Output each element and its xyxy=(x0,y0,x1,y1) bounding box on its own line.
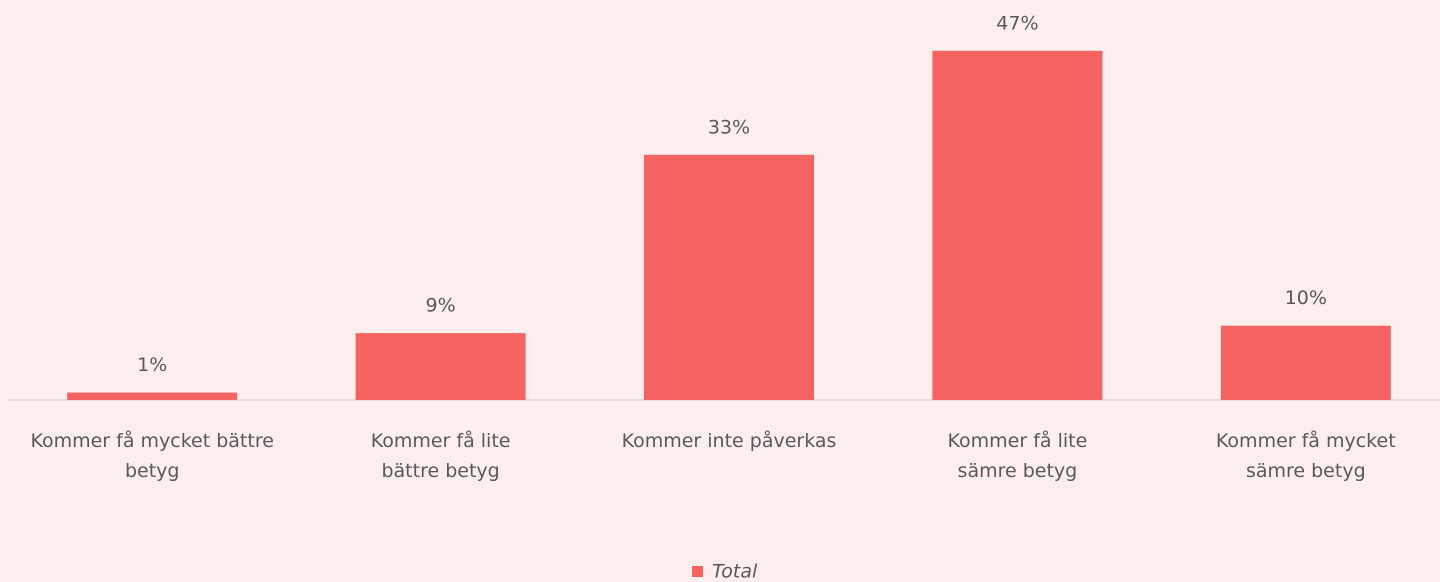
x-tick-label: Kommer få lite bättre betyg xyxy=(371,429,511,482)
label-line: betyg xyxy=(125,460,180,482)
legend-swatch xyxy=(692,566,703,577)
bar xyxy=(932,50,1103,400)
bar xyxy=(644,154,814,400)
data-label: 10% xyxy=(1285,287,1327,309)
label-line: Kommer få lite xyxy=(948,429,1088,452)
label-line: Kommer få mycket bättre xyxy=(30,429,273,452)
x-tick-label: Kommer få mycket sämre betyg xyxy=(1216,429,1396,482)
data-label: 1% xyxy=(137,354,167,376)
bar xyxy=(355,333,526,400)
x-tick-label: Kommer få lite sämre betyg xyxy=(948,429,1088,482)
label-line: sämre betyg xyxy=(958,460,1078,482)
label-line: Kommer inte påverkas xyxy=(622,429,837,452)
bar xyxy=(1220,325,1391,400)
data-label: 33% xyxy=(708,116,750,138)
label-line: bättre betyg xyxy=(381,460,499,482)
x-tick-label: Kommer få mycket bättre betyg xyxy=(30,429,273,482)
label-line: Kommer få mycket xyxy=(1216,429,1396,452)
data-label: 9% xyxy=(426,295,456,317)
x-tick-label: Kommer inte påverkas xyxy=(622,429,837,452)
data-label: 47% xyxy=(996,12,1038,34)
bar xyxy=(67,392,238,400)
label-line: Kommer få lite xyxy=(371,429,511,452)
legend-label: Total xyxy=(712,561,758,582)
label-line: sämre betyg xyxy=(1246,460,1366,482)
